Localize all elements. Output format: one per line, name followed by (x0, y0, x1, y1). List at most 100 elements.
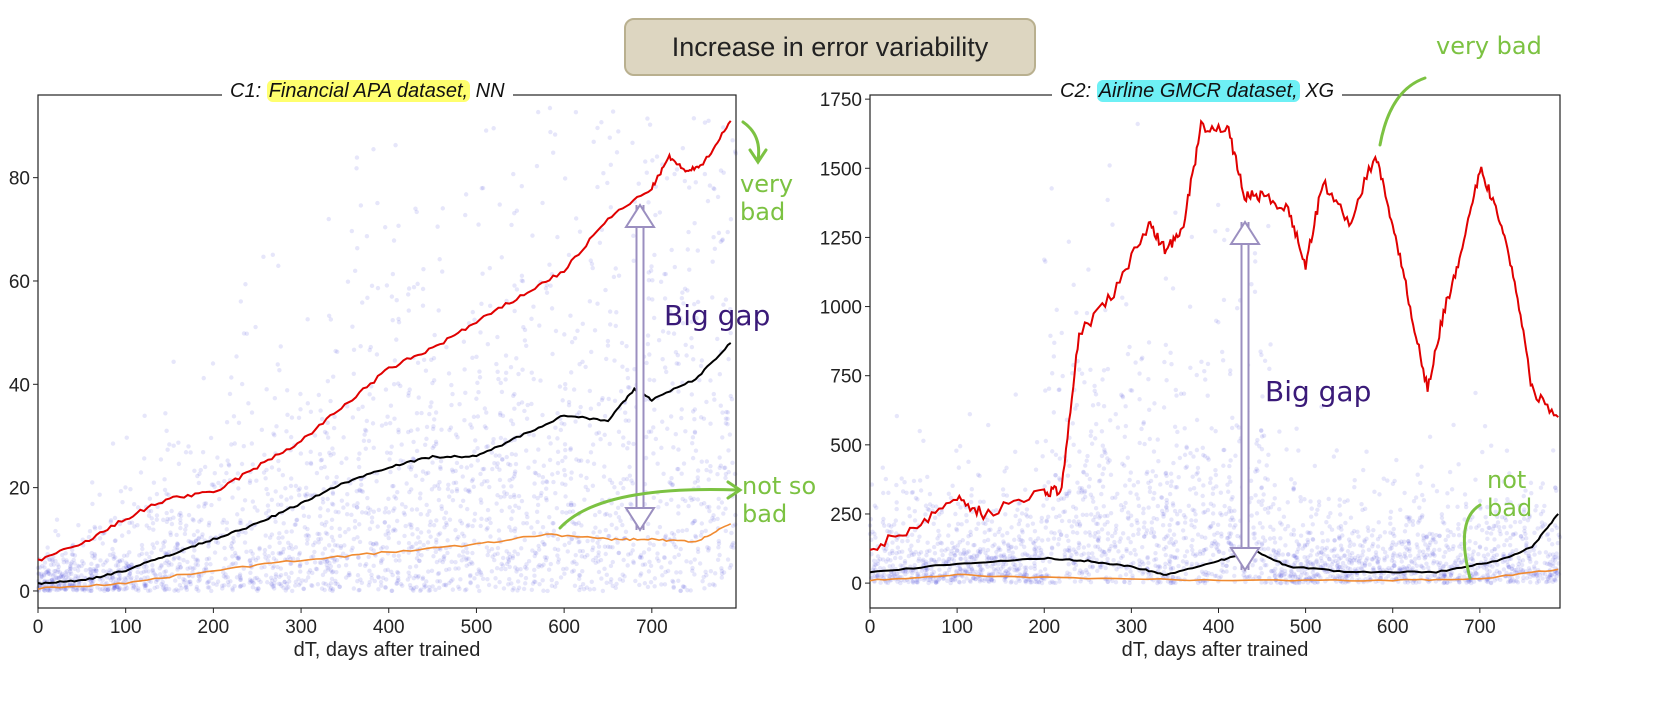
scatter-point (500, 457, 505, 462)
scatter-point (123, 587, 128, 592)
scatter-point (50, 573, 56, 578)
scatter-point (376, 575, 382, 580)
scatter-point (223, 572, 228, 577)
scatter-point (1000, 487, 1006, 492)
scatter-point (1210, 491, 1216, 497)
scatter-point (531, 494, 537, 499)
scatter-point (733, 512, 738, 518)
scatter-point (1214, 484, 1219, 489)
scatter-point (1230, 415, 1235, 420)
scatter-point (727, 432, 733, 437)
scatter-point (444, 567, 449, 573)
scatter-point (97, 525, 103, 530)
scatter-point (1423, 554, 1428, 560)
scatter-point (1258, 349, 1263, 354)
scatter-point (495, 545, 501, 551)
scatter-point (676, 529, 681, 534)
scatter-point (66, 575, 71, 581)
scatter-point (1033, 553, 1038, 558)
scatter-point (573, 552, 578, 558)
scatter-point (524, 448, 529, 453)
scatter-point (413, 564, 419, 569)
scatter-point (892, 555, 898, 561)
scatter-point (584, 475, 589, 481)
scatter-point (592, 328, 598, 333)
scatter-point (1067, 463, 1072, 469)
scatter-point (1358, 543, 1363, 548)
scatter-point (146, 513, 152, 518)
scatter-point (692, 417, 697, 422)
scatter-point (247, 558, 252, 564)
scatter-point (493, 576, 498, 581)
scatter-point (159, 562, 164, 568)
scatter-point (443, 582, 448, 587)
scatter-point (256, 586, 261, 591)
scatter-point (1084, 512, 1089, 518)
scatter-point (1137, 397, 1142, 402)
scatter-point (279, 494, 284, 499)
scatter-point (1028, 578, 1033, 583)
scatter-point (229, 442, 234, 447)
scatter-point (123, 564, 129, 569)
scatter-point (1042, 567, 1048, 572)
scatter-point (569, 339, 575, 345)
scatter-point (977, 499, 983, 505)
scatter-point (1182, 426, 1187, 431)
scatter-point (140, 546, 145, 552)
scatter-point (164, 519, 170, 524)
scatter-point (1103, 307, 1108, 313)
scatter-point (497, 537, 502, 542)
scatter-point (508, 364, 514, 370)
scatter-point (425, 512, 430, 517)
scatter-point (580, 569, 585, 574)
scatter-point (127, 550, 132, 555)
scatter-point (125, 575, 130, 580)
scatter-point (915, 538, 921, 544)
scatter-point (88, 579, 94, 584)
scatter-point (204, 556, 210, 562)
scatter-point (72, 553, 78, 558)
scatter-point (627, 464, 632, 470)
scatter-point (597, 240, 603, 245)
scatter-point (521, 325, 526, 330)
scatter-point (628, 501, 633, 506)
scatter-point (469, 560, 474, 565)
scatter-point (491, 437, 496, 442)
scatter-point (1496, 524, 1502, 530)
scatter-point (706, 118, 711, 124)
scatter-point (196, 535, 202, 541)
scatter-point (89, 550, 94, 556)
scatter-point (367, 392, 372, 397)
scatter-point (1535, 526, 1540, 531)
scatter-point (64, 568, 70, 574)
scatter-point (1117, 539, 1122, 544)
scatter-point (383, 577, 389, 582)
scatter-point (1200, 493, 1205, 499)
scatter-point (290, 556, 296, 561)
scatter-point (1105, 519, 1110, 525)
scatter-point (631, 258, 636, 263)
scatter-point (1155, 437, 1160, 442)
scatter-point (257, 545, 262, 551)
scatter-point (1084, 458, 1089, 463)
scatter-point (1259, 446, 1265, 452)
scatter-point (148, 588, 153, 593)
scatter-point (499, 255, 504, 260)
scatter-point (363, 428, 369, 434)
scatter-point (503, 377, 508, 382)
scatter-point (525, 514, 530, 520)
scatter-point (264, 387, 269, 392)
scatter-point (708, 568, 714, 574)
scatter-point (104, 558, 110, 563)
scatter-point (278, 581, 283, 587)
scatter-point (1232, 508, 1237, 513)
scatter-point (1152, 557, 1157, 563)
scatter-point (281, 546, 286, 552)
scatter-point (531, 304, 536, 309)
scatter-point (1219, 568, 1224, 573)
scatter-point (434, 540, 439, 545)
scatter-point (418, 491, 423, 496)
scatter-point (493, 453, 498, 458)
scatter-point (1496, 544, 1501, 549)
scatter-point (616, 515, 622, 520)
